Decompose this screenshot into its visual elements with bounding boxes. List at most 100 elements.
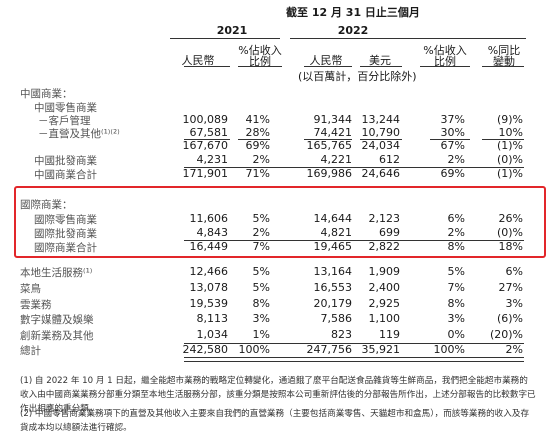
cell-value: 699 (379, 226, 400, 239)
cell-value: 69% (440, 167, 465, 180)
cell-value: 24,034 (361, 139, 401, 152)
cell-value: 20,179 (313, 297, 353, 310)
cell-value: 8% (447, 240, 465, 253)
cell-value: 8,113 (196, 312, 229, 325)
cell-value: 4,221 (320, 153, 353, 166)
row-label: 國際批發商業 (34, 228, 97, 240)
row-label: 中國商業： (20, 88, 73, 100)
cell-value: 37% (440, 113, 465, 126)
cell-value: 26% (498, 212, 523, 225)
cell-value: 91,344 (313, 113, 353, 126)
cell-value: 5% (447, 265, 465, 278)
cell-value: 3% (447, 312, 465, 325)
unit-note: (以百萬計，百分比除外) (298, 70, 417, 83)
cell-value: 13,164 (313, 265, 353, 278)
cell-value: 27% (498, 281, 523, 294)
cell-value: 823 (331, 328, 352, 341)
cell-value: 167,670 (182, 139, 229, 152)
rule-sub-3 (304, 139, 352, 140)
hdr-ul-6 (482, 66, 524, 67)
header-rule-2021 (170, 38, 280, 39)
hdr-ul-3 (304, 66, 352, 67)
cell-value: 7% (447, 281, 465, 294)
col-pct-2022-l2: 比例 (434, 55, 456, 68)
cell-value: 16,449 (189, 240, 229, 253)
row-label: 本地生活服務⁽¹⁾ (20, 267, 93, 279)
cell-value: 5% (252, 265, 270, 278)
cell-value: 69% (245, 139, 270, 152)
cell-value: (0)% (496, 153, 523, 166)
cell-value: 30% (440, 126, 465, 139)
cell-value: 67,581 (189, 126, 229, 139)
cell-value: 247,756 (306, 343, 353, 356)
footnote-2: (2) 中國零售商業業務項下的直營及其他收入主要來自我們的直營業務（主要包括商業… (20, 409, 530, 433)
cell-value: 1,909 (368, 265, 401, 278)
cell-value: 67% (440, 139, 465, 152)
rule-sub-4 (360, 139, 402, 140)
row-label: －直營及其他⁽¹⁾⁽²⁾ (38, 128, 120, 140)
cell-value: 2,925 (368, 297, 401, 310)
cell-value: 2% (447, 153, 465, 166)
cell-value: 1,034 (196, 328, 229, 341)
cell-value: 10% (498, 126, 523, 139)
cell-value: 8% (447, 297, 465, 310)
row-label: 中國批發商業 (34, 155, 97, 167)
cell-value: 165,765 (306, 139, 353, 152)
rule-sub-1 (184, 139, 230, 140)
hdr-ul-4 (360, 66, 402, 67)
cell-value: 1% (252, 328, 270, 341)
cell-value: 19,539 (189, 297, 229, 310)
year-2021: 2021 (216, 24, 248, 37)
cell-value: 2% (447, 226, 465, 239)
cell-value: 12,466 (189, 265, 229, 278)
cell-value: 612 (379, 153, 400, 166)
rule-intl-total (184, 240, 524, 241)
cell-value: (6)% (496, 312, 523, 325)
cell-value: 8% (252, 297, 270, 310)
cell-value: 5% (252, 212, 270, 225)
row-label: 國際零售商業 (34, 214, 97, 226)
cell-value: 74,421 (313, 126, 353, 139)
cell-value: 119 (379, 328, 400, 341)
col-pct-2022-l1: %佔收入 (423, 44, 467, 57)
row-label: 中國商業合計 (34, 169, 97, 181)
cell-value: 41% (245, 113, 270, 126)
cell-value: 10,790 (361, 126, 401, 139)
cell-value: 2% (252, 153, 270, 166)
col-pct-2021-l2: 比例 (249, 55, 271, 68)
cell-value: 5% (252, 281, 270, 294)
cell-value: 3% (252, 312, 270, 325)
cell-value: 16,553 (313, 281, 353, 294)
row-label: 中國零售商業 (34, 102, 97, 114)
cell-value: 1,100 (368, 312, 401, 325)
cell-value: 2% (252, 226, 270, 239)
rule-cn-total (184, 167, 524, 168)
cell-value: 2% (505, 343, 523, 356)
cell-value: 2,123 (368, 212, 401, 225)
cell-value: 100% (238, 343, 270, 356)
row-label: 國際商業： (20, 199, 73, 211)
col-yoy-l2: 變動 (493, 55, 515, 68)
row-label: 總計 (20, 345, 41, 357)
rule-grand-total (184, 343, 524, 344)
cell-value: 14,644 (313, 212, 353, 225)
col-pct-2021-l1: %佔收入 (238, 44, 282, 57)
cell-value: 100,089 (182, 113, 229, 126)
row-label: 國際商業合計 (34, 242, 97, 254)
cell-value: (1)% (496, 167, 523, 180)
cell-value: 242,580 (182, 343, 229, 356)
cell-value: 4,231 (196, 153, 229, 166)
cell-value: 24,646 (361, 167, 401, 180)
cell-value: (0)% (496, 226, 523, 239)
row-label: 雲業務 (20, 299, 52, 311)
cell-value: 35,921 (361, 343, 401, 356)
col-rmb-2022: 人民幣 (309, 54, 343, 67)
cell-value: 100% (433, 343, 465, 356)
year-2022: 2022 (337, 24, 369, 37)
cell-value: (20)% (489, 328, 523, 341)
period-title: 截至 12 月 31 日止三個月 (286, 6, 420, 19)
cell-value: 171,901 (182, 167, 229, 180)
cell-value: 7,586 (320, 312, 353, 325)
cell-value: 2,822 (368, 240, 401, 253)
cell-value: 18% (498, 240, 523, 253)
